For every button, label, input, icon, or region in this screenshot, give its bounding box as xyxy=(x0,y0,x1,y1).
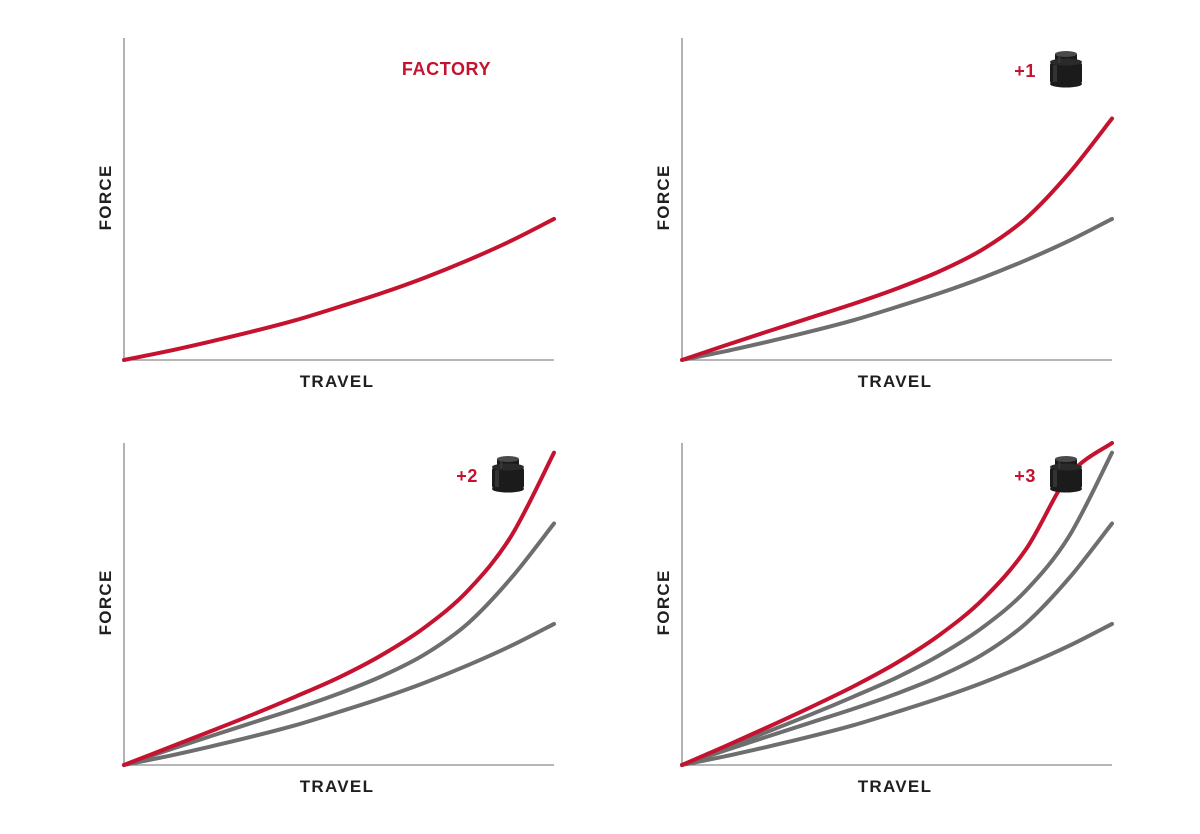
chart-panel-3: TRAVEL FORCE +2 xyxy=(96,443,556,796)
baseline-curve-third xyxy=(680,450,1114,767)
y-axis-label: FORCE xyxy=(96,569,115,635)
y-axis-label: FORCE xyxy=(654,164,673,230)
highlight-curve xyxy=(122,450,556,767)
x-axis-label: TRAVEL xyxy=(858,777,933,796)
volume-spacer-token-icon xyxy=(492,456,524,493)
baseline-curve-first xyxy=(680,216,1114,362)
baseline-curve-second xyxy=(122,521,556,767)
panel-label: FACTORY xyxy=(402,59,491,79)
highlight-curve xyxy=(680,116,1114,362)
volume-spacer-token-icon xyxy=(1050,51,1082,88)
chart-panel-1: TRAVEL FORCE FACTORY xyxy=(96,38,556,391)
y-axis-label: FORCE xyxy=(654,569,673,635)
baseline-curve-second xyxy=(680,521,1114,767)
x-axis-label: TRAVEL xyxy=(858,372,933,391)
volume-spacer-token-icon xyxy=(1050,456,1082,493)
panel-label: +3 xyxy=(1014,466,1036,486)
baseline-curve-first xyxy=(680,621,1114,767)
panel-label: +2 xyxy=(456,466,478,486)
highlight-curve xyxy=(122,216,556,362)
chart-panel-2: TRAVEL FORCE +1 xyxy=(654,38,1114,391)
x-axis-label: TRAVEL xyxy=(300,777,375,796)
y-axis-label: FORCE xyxy=(96,164,115,230)
panel-label: +1 xyxy=(1014,61,1036,81)
x-axis-label: TRAVEL xyxy=(300,372,375,391)
chart-panel-4: TRAVEL FORCE +3 xyxy=(654,441,1114,796)
baseline-curve-first xyxy=(122,621,556,767)
highlight-curve xyxy=(680,441,1114,767)
